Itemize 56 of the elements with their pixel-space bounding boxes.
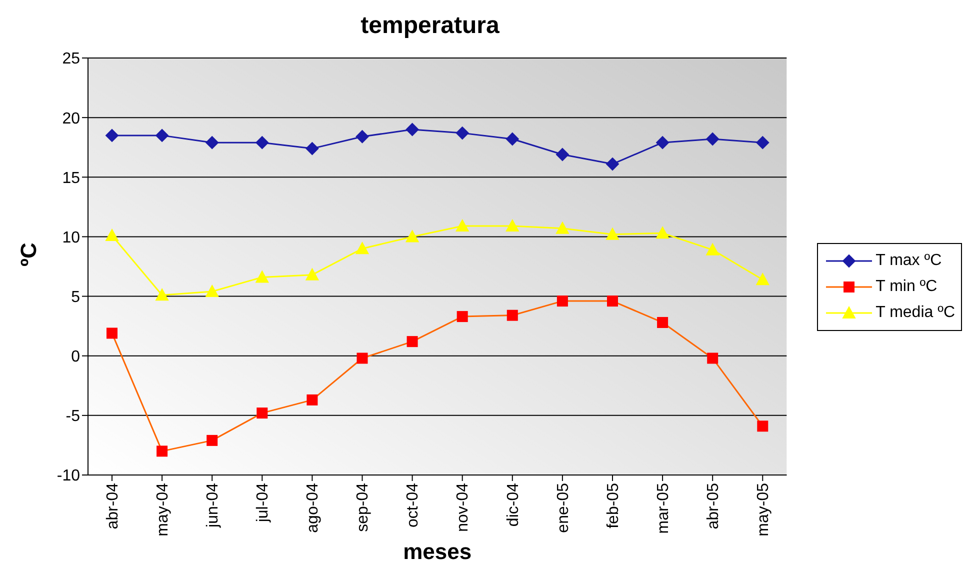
x-tick-label: abr-04 [104,482,122,530]
point [656,136,670,150]
x-tick-label: may-04 [154,482,172,536]
y-tick-label: 25 [62,50,80,68]
point [206,285,219,298]
point [706,243,720,256]
x-tick-label: may-05 [755,482,772,536]
point [106,229,118,242]
y-tick-label: -5 [66,408,80,426]
legend-label: T media ºC [876,304,955,322]
x-tick-label: abr-05 [704,482,722,530]
point [306,142,319,156]
legend-label: T max ºC [876,252,942,270]
point [706,132,720,146]
x-tick-label: nov-04 [454,482,472,532]
x-tick-label: feb-05 [604,482,622,528]
x-tick-label: jul-04 [254,482,272,524]
y-axis-title: ºC [16,242,41,266]
point [456,219,469,232]
point [606,158,619,171]
y-tick-label: 5 [71,288,80,306]
x-tick-label: ago-04 [304,482,322,533]
point [356,242,369,254]
point [156,128,169,142]
x-tick-label: jun-04 [204,482,222,528]
point [656,226,670,239]
y-tick-label: 20 [62,110,80,128]
point [606,228,619,240]
y-tick-label: 10 [62,229,80,246]
x-tick-label: mar-05 [654,482,672,534]
point [406,230,419,242]
point [156,288,169,301]
point [756,273,770,286]
legend-label: T min ºC [876,278,938,296]
point [556,222,569,234]
point [756,136,770,150]
x-tick-label: dic-04 [504,482,522,527]
point [256,136,269,150]
x-tick-label: oct-04 [404,482,422,528]
point [106,128,118,142]
point [556,148,569,162]
x-axis-title: meses [403,539,472,564]
point [356,130,369,144]
y-tick-label: 15 [62,170,80,187]
x-tick-label: sep-04 [354,482,372,532]
y-tick-label: 0 [71,348,80,366]
y-tick-label: -10 [56,468,80,485]
point [506,132,519,146]
point [206,136,219,150]
point [506,219,519,232]
x-tick-label: ene-05 [554,482,572,533]
point [456,126,469,140]
point [256,270,269,283]
chart-title: temperatura [360,12,500,40]
point [406,122,419,136]
point [306,268,319,280]
